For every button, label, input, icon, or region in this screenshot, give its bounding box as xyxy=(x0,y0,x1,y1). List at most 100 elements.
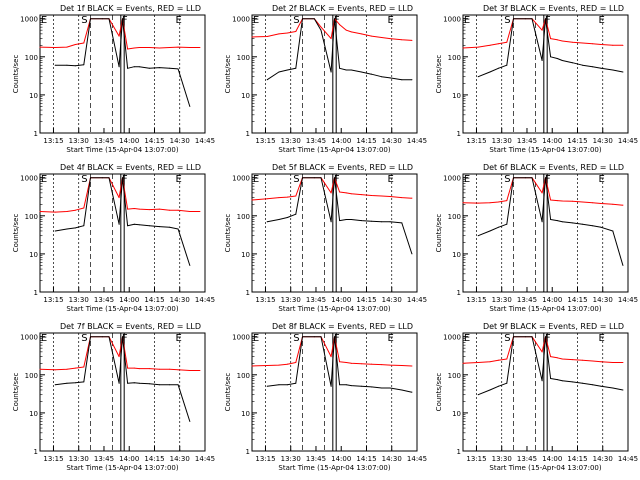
data-point-events xyxy=(371,386,373,388)
x-axis-label: Start Time (15-Apr-04 13:07:00) xyxy=(489,464,601,472)
x-tick-label: 14:00 xyxy=(331,455,351,463)
data-point-lld xyxy=(489,202,491,204)
marker-label-e: E xyxy=(388,15,394,26)
marker-label-s: S xyxy=(293,333,299,344)
x-tick-label: 14:30 xyxy=(382,137,402,145)
plot-frame xyxy=(251,14,418,134)
data-point-events xyxy=(592,66,594,68)
data-point-events xyxy=(531,336,533,338)
data-point-lld xyxy=(556,357,558,359)
data-point-events xyxy=(401,222,403,224)
x-tick-label: 13:30 xyxy=(281,455,301,463)
marker-label-f: F xyxy=(545,174,551,185)
marker-label-f: F xyxy=(334,333,340,344)
series-line-events xyxy=(478,336,623,396)
x-tick-label: 13:30 xyxy=(69,137,89,145)
y-tick-label: 1 xyxy=(246,448,250,456)
y-tick-label: 1000 xyxy=(232,175,250,183)
data-point-events xyxy=(497,385,499,387)
data-point-lld xyxy=(54,47,56,49)
data-point-events xyxy=(118,66,120,68)
x-tick-label: 13:30 xyxy=(281,137,301,145)
data-point-events xyxy=(286,217,288,219)
data-point-events xyxy=(313,177,315,179)
data-point-lld xyxy=(278,197,280,199)
x-tick-label: 14:30 xyxy=(593,455,613,463)
data-point-events xyxy=(169,384,171,386)
data-point-lld xyxy=(189,369,191,371)
marker-label-f: F xyxy=(122,174,128,185)
data-point-events xyxy=(122,18,123,20)
data-point-events xyxy=(545,177,546,179)
data-point-lld xyxy=(159,368,161,370)
data-point-events xyxy=(556,220,558,222)
x-tick-label: 14:00 xyxy=(542,137,562,145)
marker-label-e: E xyxy=(253,174,259,185)
data-point-events xyxy=(278,384,280,386)
y-tick-label: 1000 xyxy=(20,175,38,183)
marker-label-e: E xyxy=(41,333,47,344)
data-point-events xyxy=(612,69,614,71)
x-tick-label: 14:15 xyxy=(567,137,587,145)
data-point-events xyxy=(592,384,594,386)
data-point-events xyxy=(506,64,508,66)
data-point-events xyxy=(330,385,332,387)
data-point-events xyxy=(127,382,129,384)
data-point-lld xyxy=(138,208,140,210)
data-point-lld xyxy=(477,202,479,204)
plot-frame xyxy=(39,14,206,134)
data-point-lld xyxy=(612,44,614,46)
x-tick-label: 14:15 xyxy=(144,296,164,304)
data-point-lld xyxy=(592,202,594,204)
data-point-lld xyxy=(251,36,253,38)
data-point-events xyxy=(497,67,499,69)
data-point-events xyxy=(389,221,391,223)
y-tick-label: 1 xyxy=(457,448,461,456)
x-axis-label: Start Time (15-Apr-04 13:07:00) xyxy=(278,305,390,313)
data-point-lld xyxy=(350,193,352,195)
data-point-lld xyxy=(339,361,341,363)
data-point-events xyxy=(313,336,315,338)
data-point-lld xyxy=(360,194,362,196)
x-tick-label: 14:45 xyxy=(618,455,638,463)
x-tick-label: 13:45 xyxy=(517,296,537,304)
marker-label-s: S xyxy=(81,333,87,344)
x-axis-label: Start Time (15-Apr-04 13:07:00) xyxy=(278,464,390,472)
data-point-events xyxy=(477,394,479,396)
data-point-events xyxy=(330,71,332,73)
data-point-events xyxy=(531,18,533,20)
y-tick-label: 100 xyxy=(25,213,38,221)
data-point-lld xyxy=(345,362,347,364)
y-tick-label: 1 xyxy=(34,448,38,456)
chart-title: Det 7f BLACK = Events, RED = LLD xyxy=(60,322,201,331)
data-point-lld xyxy=(133,208,135,210)
data-point-lld xyxy=(541,29,543,31)
data-point-events xyxy=(101,177,103,179)
data-point-events xyxy=(295,67,297,69)
x-tick-label: 14:15 xyxy=(144,455,164,463)
x-tick-label: 13:15 xyxy=(466,296,486,304)
data-point-events xyxy=(612,387,614,389)
x-tick-label: 13:15 xyxy=(466,137,486,145)
x-tick-label: 13:45 xyxy=(517,455,537,463)
y-tick-label: 100 xyxy=(237,372,250,380)
x-tick-label: 13:15 xyxy=(255,455,275,463)
y-tick-label: 10 xyxy=(452,410,461,418)
data-point-lld xyxy=(330,192,332,194)
data-point-lld xyxy=(600,361,602,363)
data-point-events xyxy=(600,67,602,69)
data-point-events xyxy=(90,336,92,338)
data-point-events xyxy=(148,67,150,69)
data-point-lld xyxy=(199,47,201,49)
marker-label-f: F xyxy=(545,333,551,344)
data-point-lld xyxy=(360,33,362,35)
data-point-events xyxy=(513,177,515,179)
data-point-events xyxy=(66,64,68,66)
data-point-lld xyxy=(320,26,322,28)
plot-frame xyxy=(251,173,418,293)
y-tick-label: 10 xyxy=(29,92,38,100)
data-point-lld xyxy=(339,191,341,193)
data-point-events xyxy=(350,385,352,387)
x-tick-label: 13:15 xyxy=(43,455,63,463)
data-point-lld xyxy=(561,200,563,202)
